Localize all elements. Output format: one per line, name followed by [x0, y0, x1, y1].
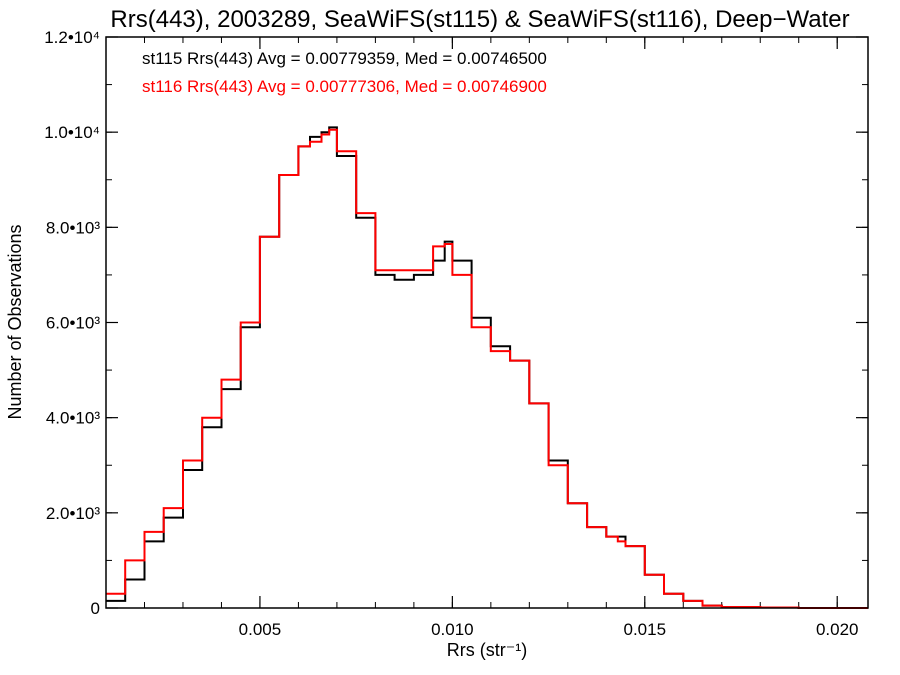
y-tick-label: 6.0•10³ [46, 314, 100, 333]
x-axis-label: Rrs (str⁻¹) [447, 640, 527, 660]
y-tick-label: 2.0•10³ [46, 504, 100, 523]
annotation-st115: st115 Rrs(443) Avg = 0.00779359, Med = 0… [142, 49, 547, 68]
chart-title: Rrs(443), 2003289, SeaWiFS(st115) & SeaW… [110, 6, 849, 33]
annotation-st116: st116 Rrs(443) Avg = 0.00777306, Med = 0… [142, 77, 547, 96]
series-line-0 [106, 126, 868, 609]
x-tick-label: 0.010 [431, 620, 474, 639]
y-tick-label: 4.0•10³ [46, 409, 100, 428]
y-tick-label: 0 [91, 599, 100, 618]
axis-ticks [105, 36, 868, 609]
y-tick-label: 1.2•10⁴ [44, 28, 100, 47]
series-line-1 [106, 128, 868, 609]
y-axis-label: Number of Observations [5, 224, 25, 419]
y-tick-label: 8.0•10³ [46, 218, 100, 237]
x-tick-label: 0.005 [239, 620, 282, 639]
tick-labels: 0.005 0.010 0.015 0.020 0 2.0•10³ 4.0•10³ 6.0•1… [44, 28, 858, 639]
x-tick-label: 0.020 [816, 620, 859, 639]
y-tick-label: 1.0•10⁴ [44, 123, 100, 142]
x-tick-label: 0.015 [624, 620, 667, 639]
plot-frame [105, 36, 869, 609]
series-layer [106, 126, 868, 609]
